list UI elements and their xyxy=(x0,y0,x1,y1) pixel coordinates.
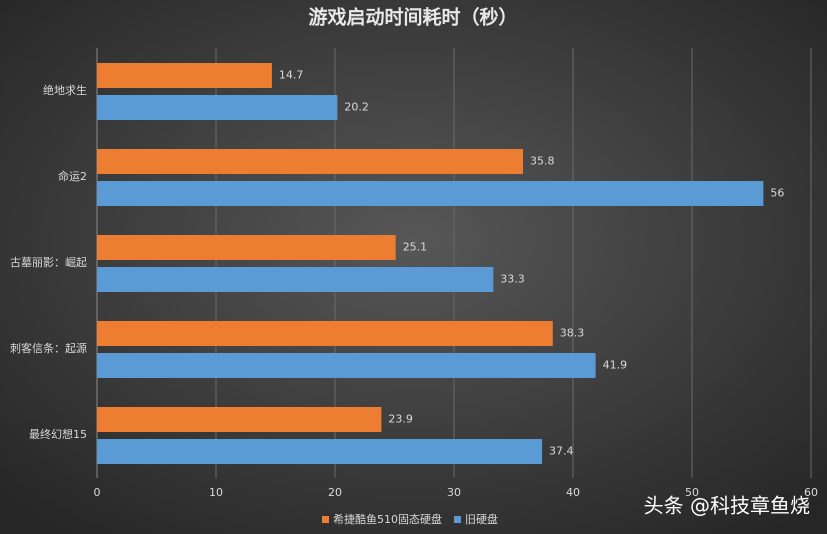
x-tick-label: 20 xyxy=(328,486,342,499)
legend-label: 希捷酷鱼510固态硬盘 xyxy=(333,512,442,526)
x-tick-label: 10 xyxy=(209,486,223,499)
y-tick-label: 命运2 xyxy=(58,169,87,183)
value-label: 35.8 xyxy=(530,155,555,168)
bar xyxy=(97,353,596,378)
bar xyxy=(97,235,396,260)
legend-swatch xyxy=(322,516,329,523)
x-tick-label: 30 xyxy=(447,486,461,499)
value-label: 33.3 xyxy=(500,273,525,286)
bar xyxy=(97,439,543,464)
x-tick-label: 40 xyxy=(566,486,580,499)
y-tick-label: 绝地求生 xyxy=(43,83,87,97)
value-label: 14.7 xyxy=(279,69,304,82)
bar xyxy=(97,95,338,120)
legend-swatch xyxy=(454,516,461,523)
value-label: 23.9 xyxy=(388,413,413,426)
watermark: 头条 @科技章鱼烧 xyxy=(644,494,810,518)
value-label: 20.2 xyxy=(344,101,369,114)
y-tick-label: 最终幻想15 xyxy=(29,427,87,441)
x-tick-label: 50 xyxy=(685,486,699,499)
bar xyxy=(97,321,553,346)
bar xyxy=(97,181,764,206)
value-label: 56 xyxy=(770,187,784,200)
bar xyxy=(97,267,494,292)
chart-title: 游戏启动时间耗时（秒） xyxy=(308,6,517,29)
value-label: 37.4 xyxy=(549,445,574,458)
x-tick-label: 60 xyxy=(804,486,818,499)
x-tick-label: 0 xyxy=(94,486,101,499)
bar xyxy=(97,407,382,432)
y-tick-label: 古墓丽影：崛起 xyxy=(10,255,87,269)
value-label: 38.3 xyxy=(560,327,585,340)
legend-label: 旧硬盘 xyxy=(465,512,498,526)
value-label: 41.9 xyxy=(603,359,628,372)
value-label: 25.1 xyxy=(403,241,428,254)
bar xyxy=(97,149,524,174)
y-tick-label: 刺客信条：起源 xyxy=(10,341,87,355)
bar xyxy=(97,63,272,88)
